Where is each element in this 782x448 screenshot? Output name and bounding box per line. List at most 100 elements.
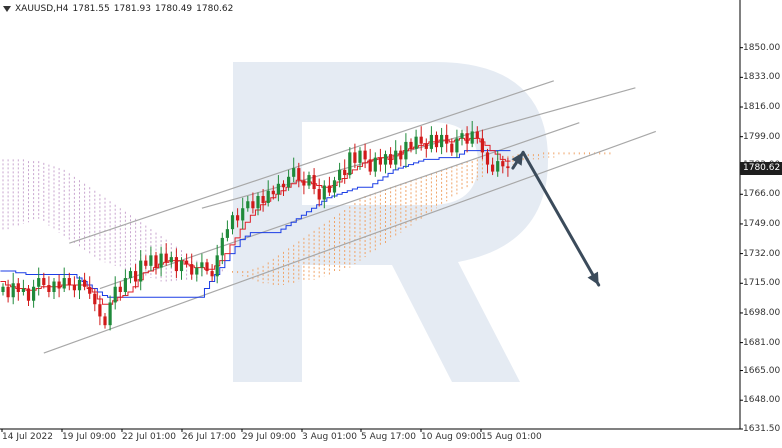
candle-body <box>440 134 444 148</box>
candle-body <box>409 141 413 149</box>
candle-body <box>83 279 87 287</box>
candle-body <box>26 288 31 301</box>
candle-body <box>32 286 36 301</box>
candle-body <box>327 185 331 193</box>
candle-body <box>128 271 133 279</box>
tenkan-line <box>0 137 511 305</box>
symbol-label: XAUUSD,H4 <box>15 4 69 14</box>
arrow-shaft <box>521 150 601 287</box>
candle-body <box>297 168 301 181</box>
x-tick-label: 14 Jul 2022 <box>2 432 53 442</box>
candle-body <box>491 164 495 172</box>
y-tick-label: 1698.00 <box>743 307 781 318</box>
candle-body <box>485 152 490 165</box>
candle-body <box>108 302 112 326</box>
x-tick-label: 10 Aug 09:00 <box>421 432 482 442</box>
candle-body <box>98 304 102 317</box>
x-tick-label: 22 Jul 01:00 <box>122 432 176 442</box>
candle-body <box>378 157 382 165</box>
candle-body <box>42 278 46 286</box>
candle-body <box>404 141 408 160</box>
candle-body <box>159 253 163 268</box>
candle-body <box>62 278 66 289</box>
channel-line <box>69 80 554 244</box>
candle-body <box>144 260 148 266</box>
candle-body <box>338 169 342 181</box>
candle-body <box>292 168 296 177</box>
candle-body <box>287 176 291 188</box>
candle-body <box>276 183 280 195</box>
candle-body <box>205 262 209 272</box>
candle-body <box>139 260 143 282</box>
chevron-down-icon[interactable] <box>3 6 11 12</box>
candle-body <box>241 208 245 221</box>
channel-line <box>201 87 636 209</box>
candle-body <box>164 253 168 263</box>
candle-body <box>246 201 250 209</box>
candle-body <box>465 133 469 144</box>
kijun-line <box>0 150 511 298</box>
candle-body <box>363 150 367 160</box>
x-tick-label: 15 Aug 01:00 <box>481 432 542 442</box>
candlesticks <box>1 120 510 331</box>
candle-body <box>179 260 184 272</box>
candle-body <box>424 143 428 149</box>
candle-body <box>93 293 97 305</box>
candle-body <box>52 281 56 292</box>
candle-body <box>11 283 15 298</box>
candle-body <box>470 131 474 144</box>
close-value: 1780.62 <box>196 4 234 14</box>
x-tick-label: 26 Jul 17:00 <box>182 432 236 442</box>
channel-line <box>43 130 657 354</box>
candle-body <box>317 189 321 200</box>
candle-body <box>434 134 439 148</box>
y-tick-label: 1833.00 <box>743 72 781 83</box>
y-tick-label: 1631.50 <box>743 424 781 434</box>
candle-body <box>460 133 464 139</box>
candle-body <box>343 169 347 176</box>
candle-body <box>307 175 311 186</box>
candle-body <box>445 134 449 144</box>
candle-body <box>118 286 122 292</box>
kijun-path <box>0 150 511 298</box>
candle-body <box>149 255 153 266</box>
candle-body <box>450 143 454 153</box>
candle-body <box>47 285 51 292</box>
candle-body <box>21 288 25 292</box>
candle-body <box>266 190 270 203</box>
watermark-shape <box>233 62 548 382</box>
arrow-head <box>587 271 599 286</box>
x-tick-label: 29 Jul 09:00 <box>242 432 296 442</box>
candle-body <box>394 150 398 165</box>
candle-body <box>210 271 214 277</box>
candle-body <box>72 285 76 291</box>
x-tick-label: 5 Aug 17:00 <box>361 432 416 442</box>
open-value: 1781.55 <box>72 4 110 14</box>
candle-body <box>501 161 505 167</box>
x-tick-label: 19 Jul 09:00 <box>62 432 116 442</box>
y-tick-label: 1749.00 <box>743 218 781 229</box>
candle-body <box>190 264 194 275</box>
chart-header: XAUUSD,H4 1781.55 1781.93 1780.49 1780.6… <box>0 2 237 16</box>
axes <box>0 0 743 432</box>
candle-body <box>302 180 306 186</box>
y-tick-label: 1715.00 <box>743 278 781 289</box>
candle-body <box>348 152 352 176</box>
candle-body <box>496 161 500 172</box>
y-tick-label: 1648.00 <box>743 395 781 406</box>
candle-body <box>16 283 20 292</box>
candle-body <box>113 286 117 303</box>
forecast-arrow <box>511 150 601 287</box>
y-tick-label: 1681.00 <box>743 337 781 348</box>
candle-body <box>429 134 433 149</box>
candle-body <box>77 279 82 291</box>
candle-body <box>225 229 229 238</box>
candle-body <box>256 196 260 209</box>
candle-body <box>251 201 255 209</box>
candle-body <box>312 175 316 190</box>
candle-body <box>480 138 484 153</box>
y-tick-label: 1665.00 <box>743 365 781 376</box>
watermark-logo <box>233 62 548 382</box>
